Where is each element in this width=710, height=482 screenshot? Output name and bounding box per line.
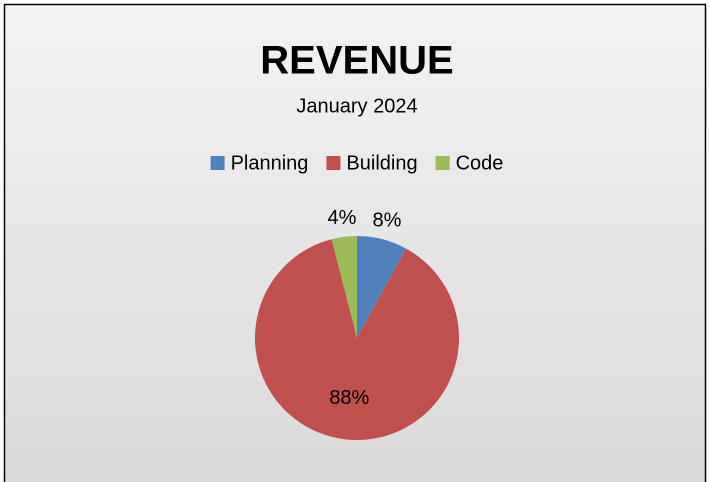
data-label: 88% [329, 387, 369, 409]
legend-swatch [326, 156, 341, 170]
chart-title: REVENUE [260, 39, 453, 83]
legend-swatch [210, 156, 225, 170]
legend-label: Planning [231, 152, 309, 174]
data-label: 4% [327, 207, 356, 229]
pie-slice [357, 236, 407, 338]
legend-label: Building [346, 152, 417, 174]
pie-slice [254, 239, 460, 441]
pie-slice [331, 236, 357, 338]
legend: Planning Building Code [210, 152, 504, 174]
legend-swatch [435, 156, 450, 170]
legend-label: Code [456, 152, 504, 174]
data-label: 8% [372, 210, 401, 232]
chart-subtitle: January 2024 [296, 95, 417, 117]
